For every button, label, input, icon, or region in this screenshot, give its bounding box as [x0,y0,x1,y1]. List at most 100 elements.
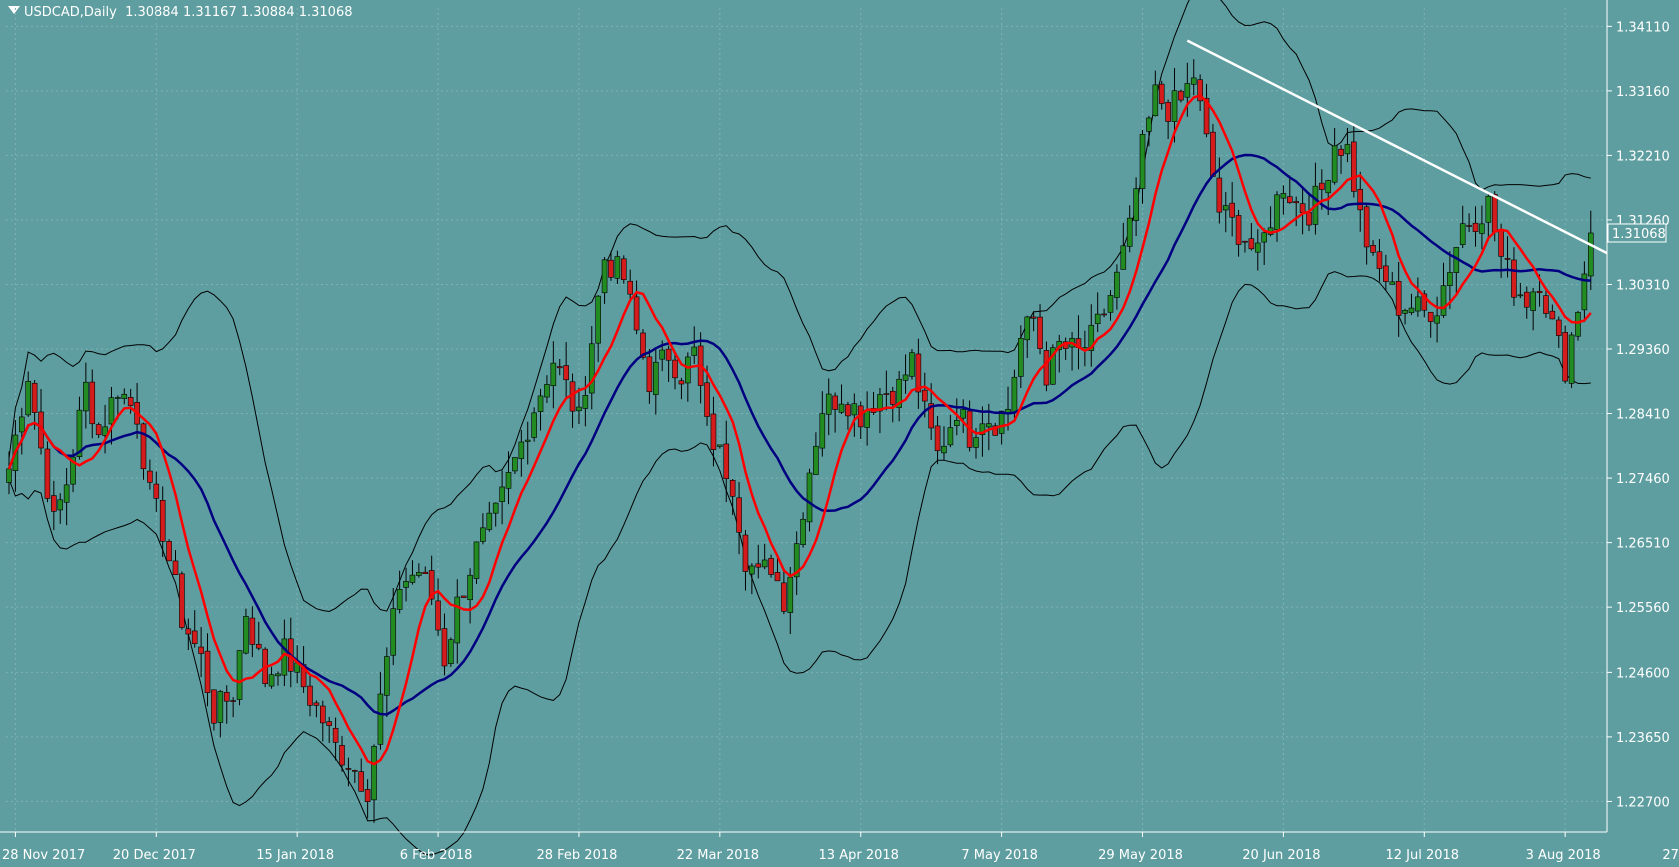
x-tick-label: 13 Apr 2018 [819,848,899,863]
candle-body [781,582,787,612]
x-tick-label: 6 Feb 2018 [400,848,473,863]
x-tick-label: 27 Aug 2018 [1662,848,1679,863]
candle-body [819,413,826,449]
current-price-label: 1.31068 [1612,227,1666,242]
candle-body [1171,90,1178,122]
candle-body [332,727,339,743]
candle-body [1440,285,1447,316]
candle-body [1383,265,1389,282]
candle-body [653,361,659,395]
y-tick-label: 1.27460 [1616,472,1670,487]
candle-body [1203,97,1210,135]
candle-body [307,685,313,706]
candle-body [998,410,1005,434]
candle-body [832,395,838,410]
candle-body [1447,272,1453,287]
candle-body [1229,202,1235,218]
candle-body [1152,84,1159,117]
candle-body [947,427,954,446]
candle-body [691,346,698,356]
collapse-triangle-icon[interactable] [8,6,20,14]
candle-body [1530,291,1536,311]
candle-body [659,349,666,360]
candle-body [1402,309,1408,314]
x-tick-label: 20 Dec 2017 [113,848,196,863]
candle-body [838,403,845,413]
candle-body [255,643,262,649]
candle-body [448,639,454,664]
candle-body [1555,319,1562,336]
candle-body [723,443,730,479]
candle-body [230,700,236,702]
candle-body [793,543,800,578]
candle-body [627,280,633,295]
candle-body [1408,307,1415,313]
candle-body [582,395,589,409]
candle-body [934,425,941,452]
candle-body [147,470,153,483]
candle-body [428,570,435,600]
x-tick-label: 28 Feb 2018 [536,848,617,863]
candle-body [1133,188,1139,221]
candle-body [736,497,742,533]
candle-body [492,502,499,514]
candlesticks [6,59,1594,823]
candle-body [524,439,531,442]
candle-body [1235,215,1242,245]
x-tick-label: 20 Jun 2018 [1242,848,1320,863]
candle-body [1299,203,1306,213]
candle-body [512,457,518,472]
candle-body [31,382,38,413]
candle-body [986,423,992,428]
candle-body [95,424,102,435]
candle-body [710,413,717,450]
resistance-trendline[interactable] [1186,39,1608,255]
trendline-layer[interactable] [1186,39,1608,255]
candle-body [665,348,672,361]
candle-body [685,356,691,384]
candle-body [544,384,550,398]
candle-body [755,563,762,568]
y-tick-label: 1.29360 [1616,343,1670,358]
candle-body [595,295,601,344]
candle-body [345,768,352,770]
candle-body [1139,134,1146,189]
candle-body [787,576,794,613]
candle-body [6,468,12,483]
candle-body [108,397,115,425]
candle-body [83,381,89,412]
candle-body [883,393,890,395]
candle-body [588,343,595,394]
candle-body [678,380,685,385]
candle-body [1549,310,1556,320]
candle-body [608,259,614,278]
candle-body [390,608,397,656]
candle-body [1498,229,1504,257]
candle-body [1587,232,1594,277]
candle-body [1363,206,1370,248]
candle-body [620,258,627,281]
candle-body [909,352,915,377]
candle-body [1421,293,1428,311]
candle-body [1280,193,1287,199]
candle-body [460,595,467,598]
candle-body [191,630,198,644]
candle-body [1517,294,1524,297]
candle-body [1485,195,1492,223]
x-tick-label: 15 Jan 2018 [256,848,334,863]
candle-body [960,409,966,419]
candle-body [1562,332,1568,382]
candle-body [640,332,646,358]
candle-body [480,527,486,542]
candle-body [1344,144,1351,155]
candle-body [672,359,678,379]
candle-body [1568,334,1575,384]
candle-body [742,534,749,572]
candle-body [601,259,608,294]
bollinger-upper-band [8,0,1591,613]
candle-body [851,403,858,416]
candle-body [499,486,505,502]
